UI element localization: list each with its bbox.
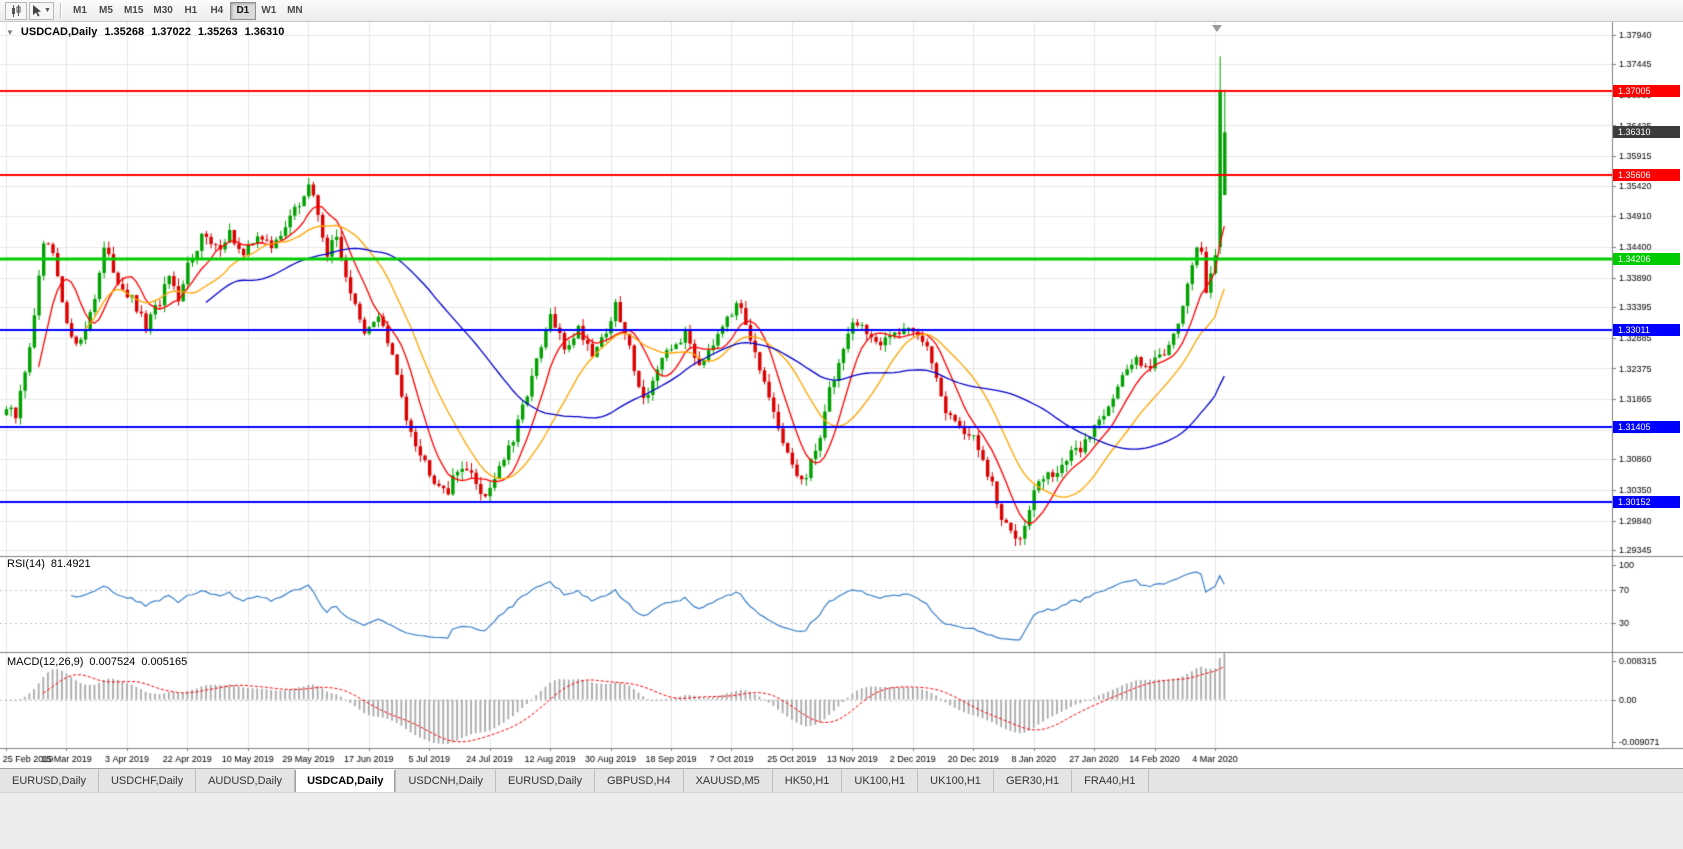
hline-price-badge[interactable]: 1.30152	[1613, 495, 1680, 508]
chart-tab-usdchf-daily[interactable]: USDCHF,Daily	[98, 769, 197, 792]
toolbar-separator	[59, 2, 62, 19]
hline-price-badge[interactable]: 1.31405	[1613, 420, 1680, 433]
macd-indicator-label: MACD(12,26,9) 0.007524 0.005165	[7, 656, 187, 668]
chart-tab-audusd-daily[interactable]: AUDUSD,Daily	[196, 769, 296, 792]
macd-main-value: 0.007524	[89, 656, 136, 668]
chart-tab-hk50-h1[interactable]: HK50,H1	[772, 769, 843, 792]
macd-signal-value: 0.005165	[141, 656, 188, 668]
timeframe-group: M1 M5 M15 M30 H1 H4 D1 W1 MN	[67, 1, 308, 20]
chart-tab-uk100-h1[interactable]: UK100,H1	[842, 769, 919, 792]
chart-tab-uk100-h1[interactable]: UK100,H1	[918, 769, 994, 792]
quote-low: 1.35263	[197, 26, 238, 38]
chart-tab-usdcad-daily[interactable]: USDCAD,Daily	[295, 769, 397, 792]
rsi-indicator-label: RSI(14) 81.4921	[7, 558, 91, 570]
timeframe-button-m5[interactable]: M5	[93, 2, 119, 20]
chart-overlays: ▼ USDCAD,Daily 1.35268 1.37022 1.35263 1…	[0, 22, 1683, 768]
macd-name: MACD(12,26,9)	[7, 656, 84, 668]
timeframe-button-m1[interactable]: M1	[67, 2, 93, 20]
timeframe-button-h1[interactable]: H1	[178, 2, 204, 20]
chart-shift-marker[interactable]	[1212, 25, 1222, 32]
symbol-period-label: USDCAD,Daily	[20, 26, 98, 38]
quote-close: 1.36310	[244, 26, 285, 38]
timeframe-button-mn[interactable]: MN	[282, 2, 308, 20]
quote-high: 1.37022	[151, 26, 191, 38]
quote-open: 1.35268	[104, 26, 145, 38]
chart-type-button[interactable]	[5, 1, 27, 20]
chart-tab-usdcnh-daily[interactable]: USDCNH,Daily	[396, 769, 497, 792]
chart-tab-gbpusd-h4[interactable]: GBPUSD,H4	[595, 769, 684, 792]
timeframe-button-m15[interactable]: M15	[119, 2, 148, 20]
chart-area: ▼ USDCAD,Daily 1.35268 1.37022 1.35263 1…	[0, 22, 1683, 768]
chevron-down-icon: ▼	[44, 7, 51, 14]
hline-price-badge[interactable]: 1.37005	[1613, 84, 1680, 97]
hline-price-badge[interactable]: 1.34206	[1613, 252, 1680, 265]
cursor-tool-button[interactable]: ▼	[29, 1, 54, 20]
quote-line: ▼ USDCAD,Daily 1.35268 1.37022 1.35263 1…	[6, 26, 284, 38]
rsi-name: RSI(14)	[7, 558, 45, 570]
chart-tab-eurusd-daily[interactable]: EURUSD,Daily	[496, 769, 595, 792]
hline-price-badge[interactable]: 1.35606	[1613, 168, 1680, 181]
chart-tab-fra40-h1[interactable]: FRA40,H1	[1072, 769, 1149, 792]
timeframe-button-d1[interactable]: D1	[229, 1, 256, 20]
current-price-badge[interactable]: 1.36310	[1613, 126, 1680, 139]
cursor-icon	[33, 4, 41, 16]
rsi-value: 81.4921	[50, 558, 91, 570]
timeframe-button-h4[interactable]: H4	[204, 2, 230, 20]
quick-trade-toggle-icon[interactable]: ▼	[6, 27, 14, 37]
timeframe-button-m30[interactable]: M30	[148, 2, 177, 20]
timeframe-button-w1[interactable]: W1	[256, 2, 282, 20]
chart-tab-ger30-h1[interactable]: GER30,H1	[993, 769, 1073, 792]
hline-price-badge[interactable]: 1.33011	[1613, 324, 1680, 337]
candlestick-icon	[12, 4, 21, 17]
chart-tab-eurusd-daily[interactable]: EURUSD,Daily	[0, 769, 99, 792]
status-strip	[0, 792, 1683, 849]
price-chart-canvas[interactable]	[0, 22, 1683, 768]
chart-tabbar: EURUSD,Daily USDCHF,Daily AUDUSD,Daily USDC…	[0, 768, 1683, 792]
chart-tab-xauusd-m5[interactable]: XAUUSD,M5	[683, 769, 773, 792]
top-toolbar: ▼ M1 M5 M15 M30 H1 H4 D1 W1 MN	[0, 0, 1683, 22]
